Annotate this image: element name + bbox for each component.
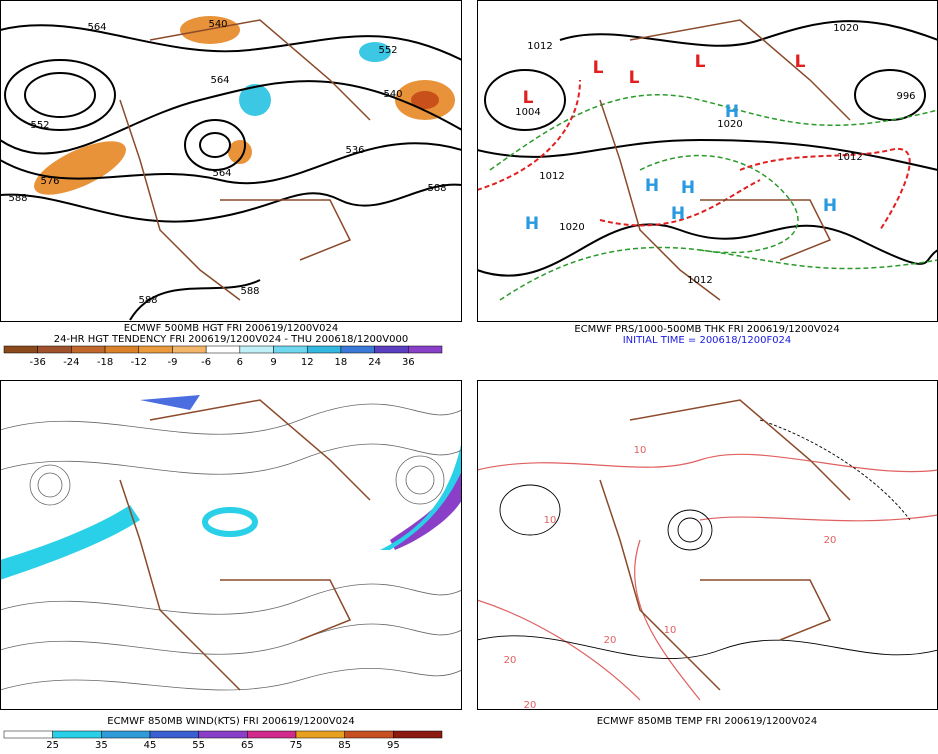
contour-label: 588 [427, 183, 446, 194]
contour-label: 576 [40, 176, 59, 187]
colorbar-swatch [374, 345, 409, 354]
colorbar-swatch [239, 345, 274, 354]
colorbar-swatch [172, 345, 207, 354]
colorbar-swatch [138, 345, 173, 354]
colorbar-label: 18 [335, 357, 348, 368]
contour-label: 20 [504, 655, 517, 666]
contour-label: 10 [664, 625, 677, 636]
pressure-center: L [523, 88, 534, 108]
pressure-center: H [645, 176, 659, 196]
contour-label: 10 [544, 515, 557, 526]
pressure-center: L [795, 52, 806, 72]
contour-label: 1012 [527, 41, 552, 52]
colorbar-swatch [37, 345, 72, 354]
caption: INITIAL TIME = 200618/1200F024 [623, 335, 792, 346]
pressure-center: H [823, 196, 837, 216]
colorbar-label: -9 [167, 357, 177, 368]
colorbar-swatch [3, 345, 38, 354]
caption: 24-HR HGT TENDENCY FRI 200619/1200V024 -… [54, 334, 408, 345]
colorbar-swatch [71, 345, 106, 354]
contour-label: 536 [345, 145, 364, 156]
colorbar-swatch [198, 730, 248, 739]
colorbar-swatch [340, 345, 375, 354]
contour-label: 1012 [539, 171, 564, 182]
colorbar-label: 36 [402, 357, 415, 368]
contour-label: 552 [378, 45, 397, 56]
colorbar-swatch [295, 730, 345, 739]
map-hgt [0, 16, 462, 321]
colorbar-label: -24 [63, 357, 79, 368]
contour-label: 540 [383, 89, 402, 100]
colorbar-swatch [247, 730, 297, 739]
contour-label: 588 [8, 193, 27, 204]
pressure-center: L [629, 68, 640, 88]
colorbar-label: 75 [290, 740, 303, 750]
colorbar-label: 25 [46, 740, 59, 750]
caption: ECMWF 500MB HGT FRI 200619/1200V024 [124, 323, 338, 334]
colorbar-label: 65 [241, 740, 254, 750]
contour-label: 10 [634, 445, 647, 456]
contour-label: 564 [87, 22, 106, 33]
map-frame [477, 380, 938, 710]
colorbar-label: 45 [144, 740, 157, 750]
contour-label: 20 [604, 635, 617, 646]
colorbar-swatch [149, 730, 199, 739]
colorbar-swatch [344, 730, 394, 739]
contour-label: 20 [524, 700, 537, 711]
contour-label: 588 [138, 295, 157, 306]
colorbar-label: -6 [201, 357, 211, 368]
pressure-center: H [725, 102, 739, 122]
pressure-center: H [681, 178, 695, 198]
colorbar-label: 12 [301, 357, 314, 368]
colorbar-swatch [3, 730, 53, 739]
map-frame [0, 0, 462, 322]
contour-label: 1004 [515, 107, 540, 118]
contour-label: 1020 [833, 23, 858, 34]
colorbar-label: -36 [30, 357, 46, 368]
pressure-center: H [525, 214, 539, 234]
contour-label: 996 [896, 91, 915, 102]
colorbar-label: 24 [368, 357, 381, 368]
contour-label: 1012 [837, 152, 862, 163]
contour-label: 1012 [687, 275, 712, 286]
map-prs [477, 19, 938, 301]
map-temp [477, 399, 938, 701]
colorbar-swatch [104, 345, 140, 354]
contour-label: 540 [208, 19, 227, 30]
colorbar-swatch [393, 730, 443, 739]
caption: ECMWF PRS/1000-500MB THK FRI 200619/1200… [574, 324, 839, 335]
map-frame [0, 380, 462, 710]
caption: ECMWF 850MB TEMP FRI 200619/1200V024 [597, 716, 818, 727]
map-wind [0, 395, 462, 691]
contour-label: 1020 [559, 222, 584, 233]
colorbar-label: -18 [97, 357, 113, 368]
contour-label: 588 [240, 286, 259, 297]
contour-label: 20 [824, 535, 837, 546]
caption: ECMWF 850MB WIND(KTS) FRI 200619/1200V02… [107, 716, 355, 727]
colorbar-label: 6 [237, 357, 243, 368]
colorbar-swatch [101, 730, 151, 739]
colorbar-label: 35 [95, 740, 108, 750]
colorbar-swatch [408, 345, 443, 354]
contour-label: 1020 [717, 119, 742, 130]
colorbar-swatch [52, 730, 102, 739]
colorbar-label: 95 [387, 740, 400, 750]
colorbar-label: 9 [270, 357, 276, 368]
colorbar-label: 85 [338, 740, 351, 750]
pressure-center: H [671, 204, 685, 224]
colorbar-swatch [306, 345, 342, 354]
contour-label: 552 [30, 120, 49, 131]
pressure-center: L [695, 52, 706, 72]
colorbar-swatch [273, 345, 308, 354]
colorbar-label: -12 [131, 357, 147, 368]
colorbar-swatch [205, 345, 241, 354]
contour-label: 564 [210, 75, 229, 86]
pressure-center: L [593, 58, 604, 78]
colorbar-label: 55 [192, 740, 205, 750]
contour-label: 564 [212, 168, 231, 179]
